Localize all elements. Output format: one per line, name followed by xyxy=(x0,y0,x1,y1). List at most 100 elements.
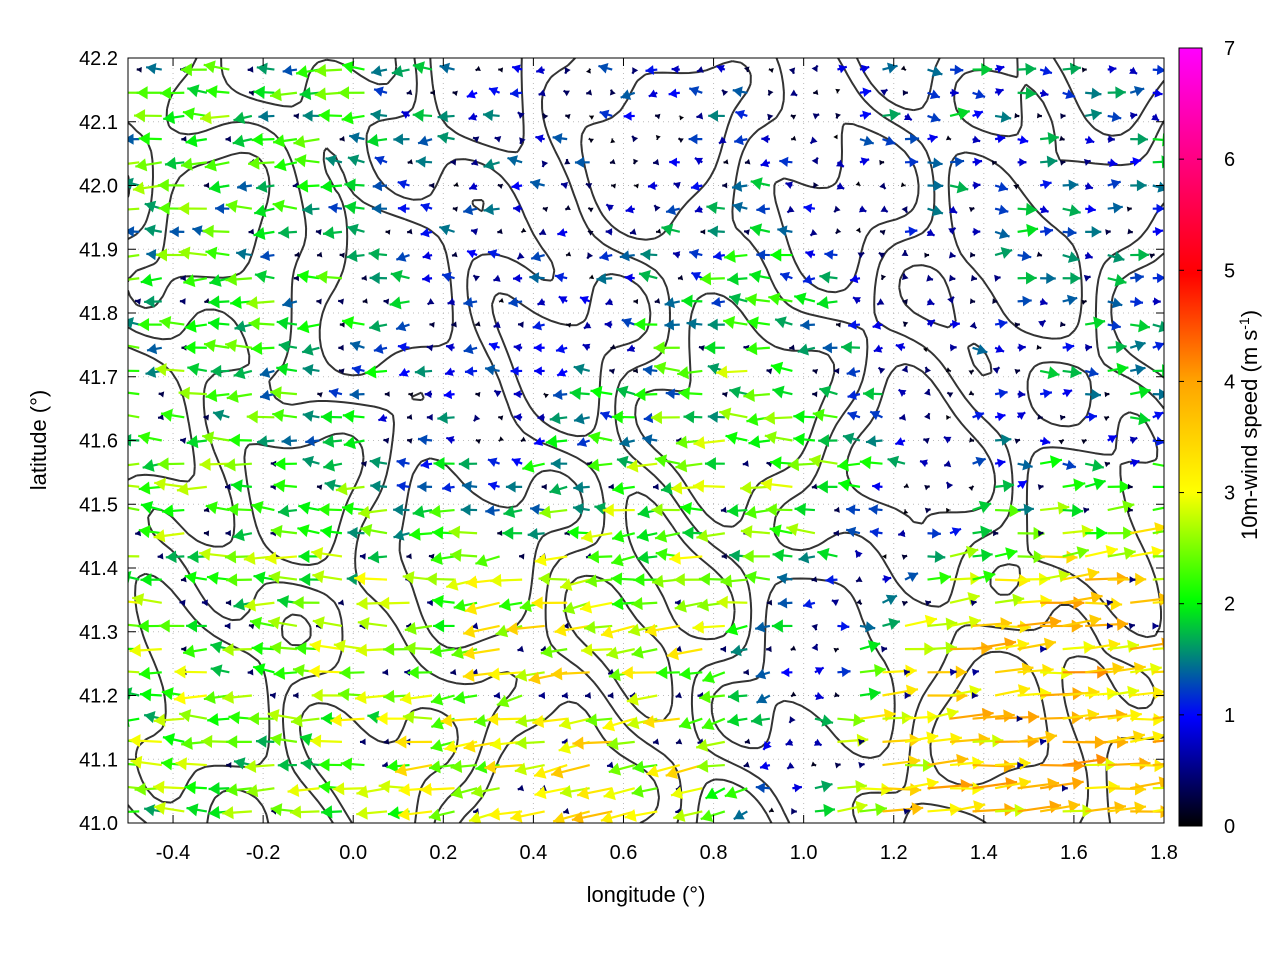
wind-vector xyxy=(453,182,459,187)
wind-vector xyxy=(882,664,917,678)
wind-vector xyxy=(144,224,162,237)
wind-vector xyxy=(723,249,748,263)
wind-vector xyxy=(338,368,345,375)
wind-vector xyxy=(562,601,591,615)
wind-vector xyxy=(588,114,595,120)
wind-vector xyxy=(487,249,500,259)
x-tick-label: 1.6 xyxy=(1060,842,1088,864)
wind-vector xyxy=(668,88,680,98)
wind-vector xyxy=(370,480,388,493)
wind-vector xyxy=(1152,155,1164,169)
wind-vector xyxy=(128,369,140,373)
wind-vector xyxy=(533,343,545,353)
wind-vector xyxy=(903,669,910,676)
wind-vector xyxy=(444,367,455,377)
wind-vector xyxy=(899,413,906,421)
wind-vector xyxy=(680,501,703,516)
wind-vector xyxy=(696,529,725,543)
wind-vector xyxy=(558,295,568,305)
wind-vector xyxy=(277,504,298,518)
wind-vector xyxy=(445,435,455,445)
wind-vector xyxy=(344,200,365,215)
wind-vector xyxy=(173,691,207,705)
wind-vector xyxy=(308,664,343,679)
wind-vector xyxy=(642,715,680,729)
wind-vector xyxy=(1127,228,1134,235)
wind-vector xyxy=(437,131,455,144)
wind-vector xyxy=(636,528,658,542)
wind-vector xyxy=(502,526,523,540)
wind-vector xyxy=(665,204,681,216)
wind-vector xyxy=(608,483,615,490)
wind-vector xyxy=(666,647,703,661)
wind-vector xyxy=(788,716,796,724)
wind-vector xyxy=(386,759,410,773)
wind-vector xyxy=(587,229,594,236)
wind-vector xyxy=(128,317,140,329)
wind-vector xyxy=(992,366,1001,374)
wind-vector xyxy=(1149,253,1155,259)
wind-vector xyxy=(135,529,142,537)
wind-vector xyxy=(994,412,1006,422)
wind-vector xyxy=(309,639,343,653)
wind-vector xyxy=(253,226,275,240)
wind-vector xyxy=(902,321,909,327)
wind-vector xyxy=(498,297,504,303)
wind-vector xyxy=(493,274,501,282)
wind-vector xyxy=(774,316,793,329)
wind-vector xyxy=(696,759,725,773)
wind-vector xyxy=(276,362,298,376)
wind-vector xyxy=(811,623,818,631)
wind-vector xyxy=(653,204,661,212)
wind-vector xyxy=(1152,320,1164,333)
wind-vector xyxy=(1038,319,1047,328)
wind-vector xyxy=(633,298,639,305)
wind-vector xyxy=(1039,436,1051,446)
wind-vector xyxy=(859,621,876,633)
wind-vector xyxy=(949,800,986,814)
wind-vector xyxy=(1130,179,1147,192)
wind-vector xyxy=(750,713,771,727)
wind-vector xyxy=(1130,319,1151,333)
wind-vector xyxy=(1059,135,1065,142)
wind-vector xyxy=(203,506,210,513)
wind-vector xyxy=(645,65,658,75)
wind-vector xyxy=(692,479,725,493)
wind-vector xyxy=(585,713,613,727)
wind-vector xyxy=(623,111,635,121)
wind-vector xyxy=(294,154,320,168)
wind-vector xyxy=(136,66,142,73)
wind-vector xyxy=(497,183,504,190)
wind-vector xyxy=(743,66,750,73)
wind-vector xyxy=(488,667,523,681)
wind-vector xyxy=(970,274,978,282)
wind-vector xyxy=(485,505,500,516)
wind-vector xyxy=(1062,640,1096,654)
wind-vector xyxy=(611,596,635,611)
wind-vector xyxy=(128,570,140,584)
wind-vector xyxy=(770,456,793,470)
wind-vector xyxy=(407,665,433,680)
wind-vector xyxy=(128,277,140,281)
wind-vector xyxy=(728,293,748,306)
wind-vector xyxy=(725,622,748,636)
wind-vector xyxy=(160,408,185,422)
wind-vector xyxy=(587,550,613,564)
wind-vector xyxy=(369,319,388,333)
wind-vector xyxy=(1081,299,1087,305)
wind-vector xyxy=(677,274,684,281)
wind-vector xyxy=(1062,478,1086,492)
wind-vector xyxy=(656,666,680,680)
wind-vector xyxy=(923,346,929,353)
wind-vector xyxy=(1107,320,1121,331)
wind-vector xyxy=(267,708,298,722)
wind-vector xyxy=(1062,179,1079,191)
wind-vector xyxy=(740,481,770,495)
wind-vector xyxy=(408,392,414,398)
wind-vector xyxy=(1039,205,1049,214)
wind-vector xyxy=(583,620,613,635)
wind-vector xyxy=(224,458,252,472)
wind-vector xyxy=(702,670,726,684)
wind-vector xyxy=(552,810,590,823)
wind-vector xyxy=(430,692,455,706)
